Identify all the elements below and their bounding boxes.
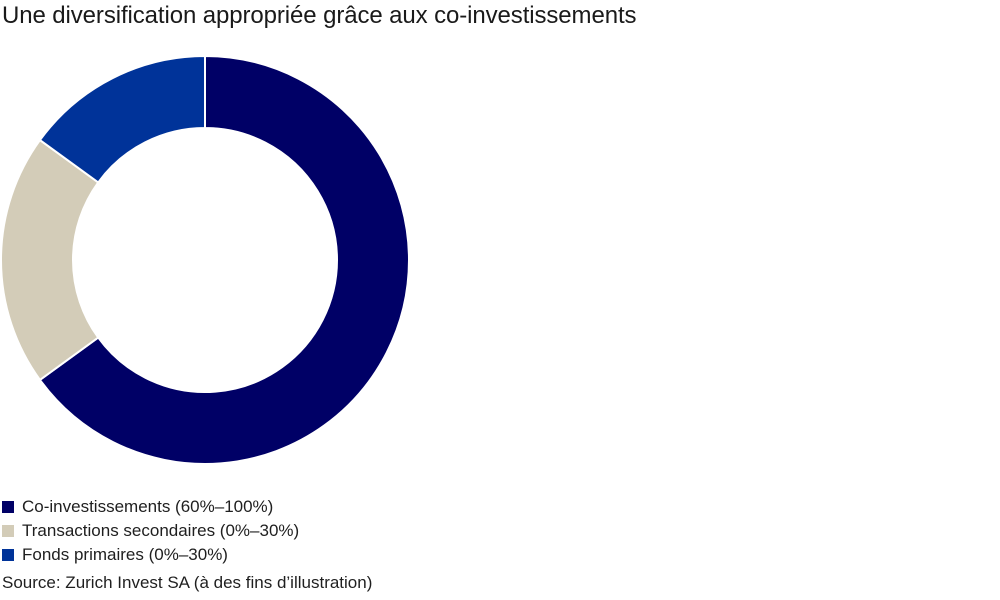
legend-item-co-investissements: Co-investissements (60%–100%) [2,495,299,519]
slice-fonds-primaires [38,54,206,184]
chart-legend: Co-investissements (60%–100%) Transactio… [2,495,299,567]
chart-source: Source: Zurich Invest SA (à des fins d’i… [2,573,373,592]
slice-transactions-secondaires [0,138,100,382]
legend-label: Co-investissements (60%–100%) [22,497,274,516]
chart-title: Une diversification appropriée grâce aux… [2,2,637,29]
legend-swatch [2,501,14,513]
legend-item-fonds-primaires: Fonds primaires (0%–30%) [2,543,299,567]
legend-swatch [2,525,14,537]
donut-chart [0,54,410,465]
slice-co-investissements [38,54,410,465]
donut-slices [0,54,410,465]
legend-swatch [2,549,14,561]
legend-label: Fonds primaires (0%–30%) [22,545,228,564]
legend-label: Transactions secondaires (0%–30%) [22,521,300,540]
legend-item-transactions-secondaires: Transactions secondaires (0%–30%) [2,519,299,543]
